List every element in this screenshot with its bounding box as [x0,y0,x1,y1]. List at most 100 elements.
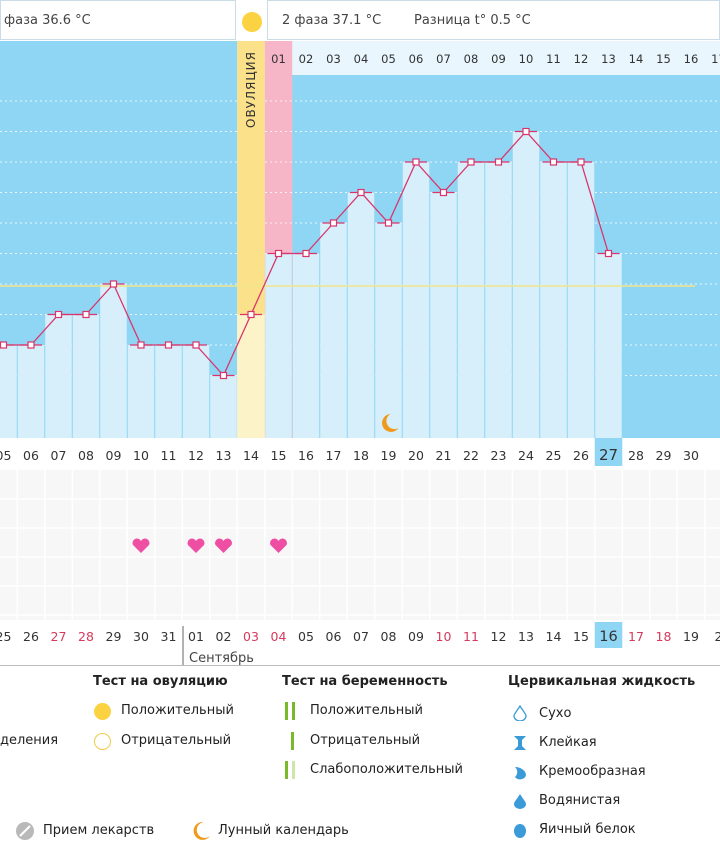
moon-calendar-icon [193,821,210,840]
moon-icon [382,414,399,432]
legend-cervical-sticky: Клейкая [539,735,597,750]
legend-cervical-title: Цервикальная жидкость [508,674,696,689]
temperature-bar [210,375,237,438]
day-label: 30 [683,448,699,463]
cycle-day-number: 08 [464,52,479,66]
temperature-point [302,249,310,258]
calendar-date: 04 [271,629,287,644]
legend-discharge-partial: деления [0,733,59,748]
temperature-bar [182,345,210,438]
temperature-bar [100,284,127,438]
calendar-date: 27 [51,629,67,644]
temperature-bar [430,192,457,438]
cervical-eggwhite-icon [514,824,526,838]
day-label: 27 [599,446,618,464]
phase2-box: 2 фаза 37.1 °C Разница t° 0.5 °C [267,0,720,40]
temperature-point [412,158,420,166]
legend-cervical-eggwhite: Яичный белок [539,822,636,837]
temperature-point [384,219,393,227]
cycle-day-number: 09 [491,52,506,66]
legend-pregnancy-positive: Положительный [310,703,423,718]
bbt-chart[interactable]: ОВУЛЯЦИЯ 01 02 03 04 05 06 07 08 09 10 11 12 13 14 15 16… [0,41,720,665]
legend-cervical-watery: Водянистая [539,793,621,808]
legend-cervical-dry: Сухо [539,706,572,721]
cycle-day-number: 03 [326,52,341,66]
day-label: 10 [133,448,149,463]
cycle-day-number: 06 [409,52,424,66]
cycle-day-number: 15 [656,52,671,66]
temperature-point [219,371,228,380]
temperature-point [247,310,255,319]
cycle-day-number: 05 [381,52,396,66]
temperature-point [329,219,338,227]
temperature-point [0,341,8,349]
day-label: 12 [188,448,204,463]
day-label: 07 [51,448,67,463]
legend-pregnancy-title: Тест на беременность [282,674,448,689]
day-label: 05 [0,448,11,463]
temperature-bar [127,345,155,438]
temperature-point [109,280,118,288]
temperature-point [54,310,63,319]
temperature-bar [512,131,540,438]
temperature-point [494,158,503,166]
day-label: 22 [463,448,479,463]
legend-medicine: Прием лекарств [43,823,155,838]
phase1-box: фаза 36.6 °C [0,0,236,40]
cycle-day-number: 02 [299,52,314,66]
calendar-date: 07 [353,629,369,644]
cycle-day-number: 10 [519,52,534,66]
calendar-date: 11 [463,629,479,644]
day-label: 25 [546,448,562,463]
calendar-date: 17 [628,629,644,644]
temperature-bar [72,314,100,438]
ovulation-negative-icon [94,733,111,750]
temperature-point [192,341,200,349]
temperature-bar [45,314,72,438]
phase2-temperature: 2 фаза 37.1 °C [282,13,382,28]
calendar-date: 31 [161,629,177,644]
cycle-day-number: 16 [684,52,699,66]
cycle-day-number: 13 [601,52,616,66]
day-label: 21 [436,448,452,463]
cycle-day-number: 14 [629,52,644,66]
heart-icon [270,538,287,553]
day-label: 26 [573,448,589,463]
calendar-date: 30 [133,629,149,644]
calendar-date: 26 [23,629,39,644]
legend-ovulation-title: Тест на овуляцию [93,674,228,689]
ovulation-label: ОВУЛЯЦИЯ [244,51,258,128]
heart-icon [187,538,205,553]
ovulation-indicator-icon [242,12,262,32]
phase1-temperature: фаза 36.6 °C [4,13,91,28]
temperature-bar [457,162,485,438]
cycle-day-number: 12 [574,52,589,66]
heart-icon [215,538,232,553]
legend-moon-calendar: Лунный календарь [218,823,349,838]
day-label: 19 [381,448,397,463]
calendar-date: 15 [573,629,589,644]
pregnancy-weak-icon [285,761,296,779]
temperature-point [274,249,283,258]
calendar-date: 08 [381,629,397,644]
cycle-day-number: 01 [271,52,286,66]
calendar-date: 18 [656,629,672,644]
calendar-date: 13 [518,629,534,644]
legend-pregnancy-negative: Отрицательный [310,733,421,748]
cycle-day-number: 07 [436,52,451,66]
calendar-date: 01 [188,629,204,644]
temperature-bar [265,253,292,438]
day-label: 11 [161,448,177,463]
day-label: 28 [628,448,644,463]
temperature-point [522,127,530,136]
day-label: 14 [243,448,259,463]
temperature-difference: Разница t° 0.5 °C [414,13,531,28]
calendar-date: 19 [683,629,699,644]
day-label: 09 [106,448,122,463]
calendar-date: 29 [106,629,122,644]
calendar-date: 2 [715,629,720,644]
cervical-creamy-icon [515,767,526,780]
temperature-point [27,341,35,349]
temperature-bar [540,162,567,438]
day-label: 08 [78,448,94,463]
